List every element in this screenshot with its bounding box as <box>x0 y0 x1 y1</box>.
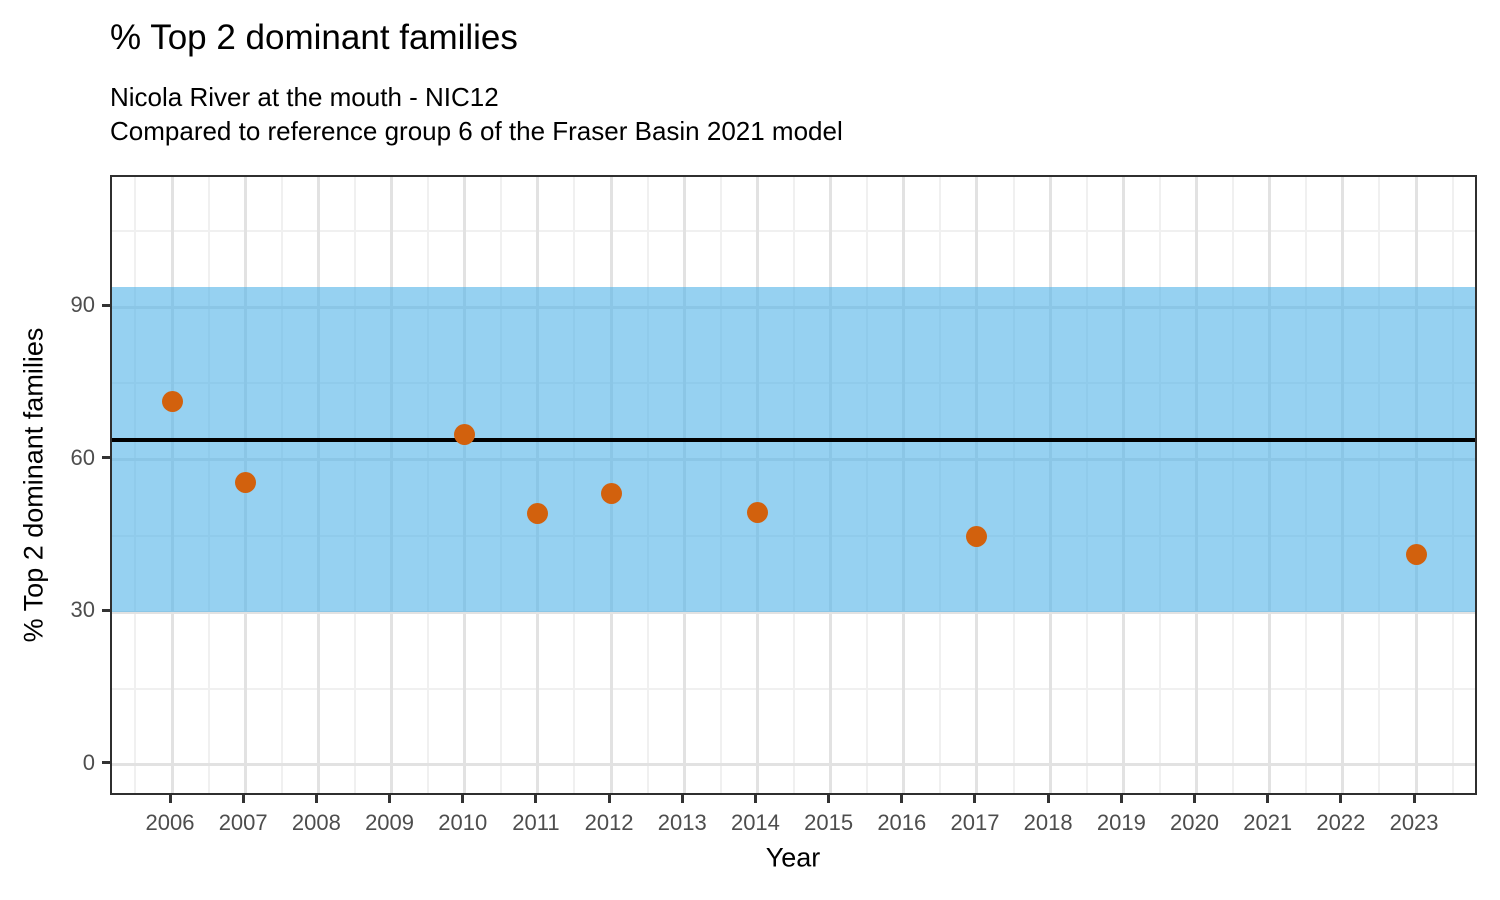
data-point-2017 <box>966 525 988 547</box>
y-tick <box>102 608 110 612</box>
x-tick <box>753 795 757 803</box>
x-tick <box>1266 795 1270 803</box>
plot-panel <box>110 175 1477 795</box>
x-tick <box>461 795 465 803</box>
chart-title: % Top 2 dominant families <box>110 18 518 57</box>
x-tick <box>607 795 611 803</box>
x-tick-label: 2011 <box>512 810 560 835</box>
y-tick-label: 90 <box>70 292 95 318</box>
x-tick <box>168 795 172 803</box>
y-tick-label: 0 <box>82 749 95 775</box>
x-tick <box>1339 795 1343 803</box>
x-tick-label: 2020 <box>1170 810 1219 835</box>
x-tick-label: 2017 <box>950 810 1000 835</box>
chart-subtitle-line1: Nicola River at the mouth - NIC12 <box>110 82 499 112</box>
x-tick-label: 2009 <box>365 810 415 835</box>
x-tick-label: 2016 <box>877 810 927 835</box>
y-tick <box>102 456 110 460</box>
x-tick-label: 2018 <box>1023 810 1073 835</box>
x-tick-label: 2012 <box>584 810 634 835</box>
x-tick-label: 2019 <box>1096 810 1146 835</box>
x-tick-label: 2014 <box>730 810 780 835</box>
x-tick <box>680 795 684 803</box>
gridline-y-major <box>112 610 1475 614</box>
gridline-y-minor <box>112 687 1475 690</box>
x-tick <box>1193 795 1197 803</box>
reference-band <box>112 287 1475 613</box>
x-tick <box>1119 795 1123 803</box>
reference-mean-line <box>112 438 1475 443</box>
x-tick <box>241 795 245 803</box>
x-tick <box>900 795 904 803</box>
x-tick <box>534 795 538 803</box>
x-axis-title: Year <box>765 842 821 873</box>
x-tick-label: 2006 <box>145 810 195 835</box>
y-axis-title: % Top 2 dominant families <box>18 327 49 643</box>
x-tick <box>388 795 392 803</box>
y-tick <box>102 761 110 765</box>
x-tick <box>314 795 318 803</box>
x-tick-label: 2021 <box>1243 810 1293 835</box>
data-point-2023 <box>1405 544 1427 566</box>
x-tick-label: 2008 <box>291 810 341 835</box>
x-tick-label: 2007 <box>218 810 268 835</box>
chart-subtitle-line2: Compared to reference group 6 of the Fra… <box>110 116 843 146</box>
gridline-y-minor <box>112 229 1475 232</box>
x-tick <box>827 795 831 803</box>
data-point-2011 <box>527 503 549 525</box>
data-point-2014 <box>746 501 768 523</box>
data-point-2012 <box>600 482 622 504</box>
x-tick-label: 2022 <box>1316 810 1366 835</box>
x-tick <box>973 795 977 803</box>
y-tick <box>102 303 110 307</box>
x-tick <box>1412 795 1416 803</box>
data-point-2010 <box>454 424 476 446</box>
data-point-2007 <box>234 472 256 494</box>
x-tick-label: 2015 <box>804 810 854 835</box>
x-tick-label: 2010 <box>438 810 488 835</box>
x-tick-label: 2023 <box>1389 810 1439 835</box>
gridline-y-major <box>112 763 1475 767</box>
data-point-2006 <box>161 390 183 412</box>
x-tick <box>1046 795 1050 803</box>
y-tick-label: 30 <box>70 597 95 623</box>
x-tick-label: 2013 <box>657 810 707 835</box>
y-tick-label: 60 <box>70 444 95 470</box>
